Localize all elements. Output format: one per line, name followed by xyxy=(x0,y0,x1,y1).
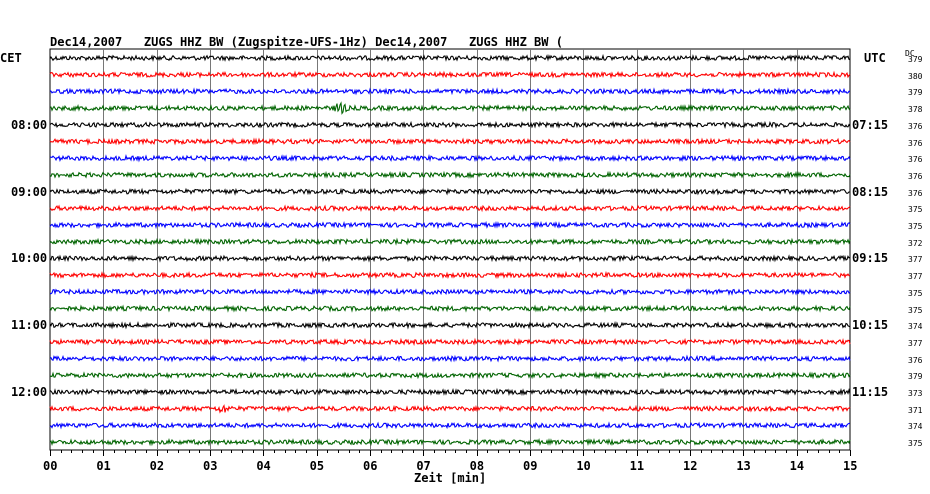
dc-value: 379 xyxy=(908,55,923,64)
x-tick-label: 15 xyxy=(843,459,858,473)
trace-row-11 xyxy=(49,220,851,230)
trace-row-19 xyxy=(49,354,851,363)
trace-row-20 xyxy=(49,371,851,380)
dc-value: 376 xyxy=(908,355,923,365)
x-tick-label: 13 xyxy=(736,459,751,473)
dc-value: 376 xyxy=(908,188,923,198)
timezone-right-label: UTC xyxy=(864,51,886,65)
x-tick-label: 11 xyxy=(629,459,645,473)
cet-time-label: 08:00 xyxy=(11,117,48,132)
x-tick-label: 05 xyxy=(309,459,325,473)
trace-row-14 xyxy=(49,270,851,280)
utc-time-label: 08:15 xyxy=(852,184,889,199)
x-tick-label: 00 xyxy=(43,459,58,473)
dc-header-label: DC xyxy=(905,49,915,58)
cet-time-label: 10:00 xyxy=(11,251,48,266)
dc-value: 374 xyxy=(908,422,923,432)
trace-row-18 xyxy=(49,337,851,347)
x-tick-label: 14 xyxy=(789,459,805,473)
dc-value: 380 xyxy=(908,71,923,81)
dc-value: 379 xyxy=(908,372,923,382)
dc-value: 377 xyxy=(908,272,923,282)
dc-value: 373 xyxy=(908,389,923,398)
trace-row-21 xyxy=(49,387,851,397)
trace-row-24 xyxy=(49,437,851,447)
x-axis-label: Zeit [min] xyxy=(414,471,487,485)
utc-time-label: 10:15 xyxy=(852,318,889,333)
trace-row-2 xyxy=(49,70,851,79)
utc-time-label: 09:15 xyxy=(852,251,889,266)
cet-time-label: 09:00 xyxy=(11,184,48,199)
trace-row-22 xyxy=(49,404,851,414)
trace-row-8 xyxy=(49,170,851,180)
trace-row-17 xyxy=(49,320,851,330)
trace-row-3 xyxy=(49,87,851,96)
dc-value: 379 xyxy=(908,88,923,98)
plot-frame xyxy=(49,48,851,451)
dc-value: 375 xyxy=(908,222,923,231)
trace-row-15 xyxy=(49,287,851,296)
trace-row-6 xyxy=(49,137,851,146)
chart-title: Dec14,2007 ZUGS HHZ BW (Zugspitze-UFS-1H… xyxy=(50,35,563,49)
x-tick-label: 09 xyxy=(523,459,538,473)
dc-value: 372 xyxy=(908,238,923,248)
x-tick-label: 08 xyxy=(469,459,485,473)
utc-time-label: 07:15 xyxy=(852,117,889,132)
dc-value: 375 xyxy=(908,205,923,215)
cet-time-label: 12:00 xyxy=(11,385,48,399)
x-tick-label: 06 xyxy=(363,459,378,473)
trace-row-13 xyxy=(49,254,851,263)
trace-row-9 xyxy=(49,187,851,196)
x-tick-label: 01 xyxy=(96,459,111,473)
x-tick-label: 12 xyxy=(683,459,698,473)
dc-value: 376 xyxy=(908,138,923,148)
x-tick-label: 03 xyxy=(203,459,218,473)
dc-value: 376 xyxy=(908,121,923,131)
dc-value: 375 xyxy=(908,305,923,315)
trace-row-12 xyxy=(49,237,851,246)
dc-value: 375 xyxy=(908,288,923,298)
dc-value: 376 xyxy=(908,171,923,181)
x-tick-label: 07 xyxy=(416,459,431,473)
timezone-left-label: CET xyxy=(0,51,22,65)
dc-value: 375 xyxy=(908,439,923,449)
dc-value: 376 xyxy=(908,155,923,165)
trace-row-5 xyxy=(49,120,851,130)
dc-value: 377 xyxy=(908,338,923,348)
cet-time-label: 11:00 xyxy=(11,318,48,333)
dc-value: 374 xyxy=(908,322,923,332)
x-tick-label: 10 xyxy=(576,459,591,473)
trace-row-16 xyxy=(49,304,851,313)
trace-row-7 xyxy=(49,153,851,163)
dc-value: 377 xyxy=(908,255,923,265)
utc-time-label: 11:15 xyxy=(852,385,889,399)
trace-row-4 xyxy=(50,101,851,115)
trace-row-1 xyxy=(49,53,851,63)
dc-value: 378 xyxy=(908,105,923,115)
dc-value: 371 xyxy=(908,405,923,415)
trace-row-23 xyxy=(49,421,850,430)
x-tick-label: 04 xyxy=(256,459,271,473)
trace-row-10 xyxy=(49,204,851,213)
x-tick-label: 02 xyxy=(149,459,165,473)
